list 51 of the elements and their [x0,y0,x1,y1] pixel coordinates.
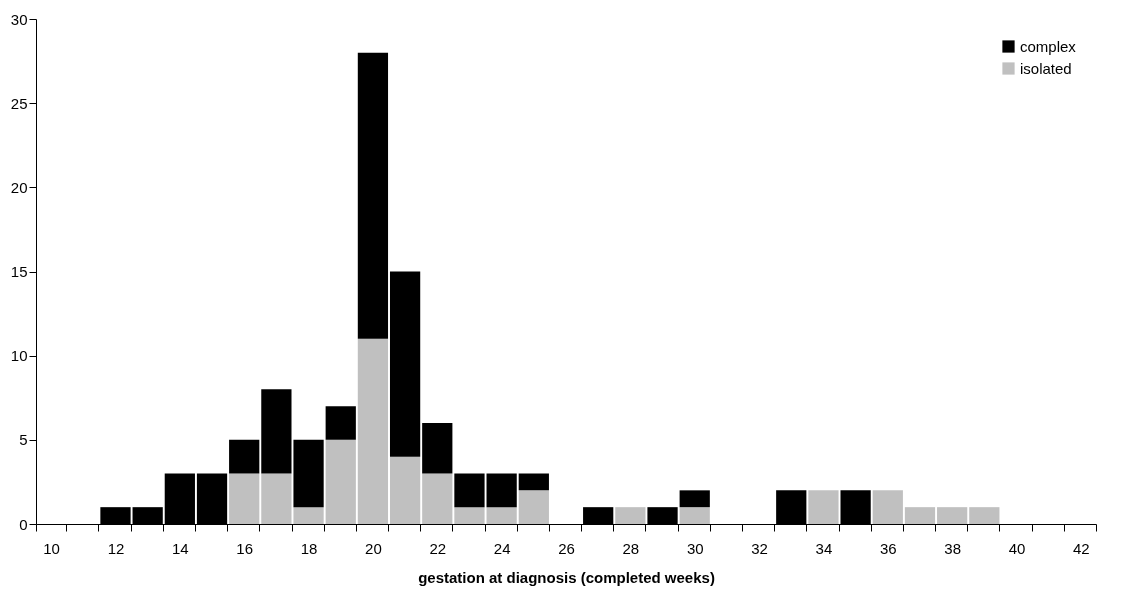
x-tick-label: 34 [815,539,833,557]
x-tick-label: 32 [751,539,768,557]
bar [422,473,453,524]
bar [679,507,710,524]
x-tick-label: 22 [429,539,447,557]
bar [325,439,356,524]
bar [229,473,260,524]
x-tick-label: 24 [493,539,511,557]
legend-label: isolated [1020,59,1072,77]
bar [679,490,710,508]
x-tick-label: 20 [365,539,382,557]
legend-label: complex [1020,37,1077,55]
x-tick-label: 10 [43,539,60,557]
y-tick-label: 10 [10,347,28,365]
x-axis-title: gestation at diagnosis (completed weeks) [418,568,715,586]
bar [357,52,389,339]
x-tick-label: 42 [1073,539,1090,557]
bar [389,271,421,457]
bar [808,490,839,524]
x-tick-label: 36 [879,539,897,557]
x-tick-label: 26 [558,539,575,557]
bar [422,423,453,474]
y-tick-label: 15 [10,263,28,280]
y-tick-label: 0 [19,515,28,533]
y-tick-label: 25 [10,94,28,112]
x-tick-label: 38 [944,539,961,557]
bar [937,507,968,524]
bar [454,473,485,508]
x-tick-label: 18 [300,539,318,557]
y-tick-label: 30 [10,10,28,28]
bar [454,507,485,524]
bar [872,490,903,524]
y-tick-label: 5 [19,431,28,449]
x-tick-label: 40 [1008,539,1026,557]
bar [389,456,421,524]
x-tick-label: 30 [686,539,704,557]
x-tick-label: 14 [172,539,189,557]
bar [486,507,517,524]
y-tick-label: 20 [10,178,28,196]
bar [518,490,549,524]
bar [325,406,356,440]
x-tick-label: 12 [107,539,125,557]
x-tick-label: 16 [236,539,254,557]
bar [969,507,1000,524]
bar [229,439,260,474]
bar [615,507,646,524]
bar [904,507,936,524]
bar [486,473,517,508]
bar [518,473,549,491]
bar [357,338,389,524]
x-tick-label: 28 [622,539,640,557]
